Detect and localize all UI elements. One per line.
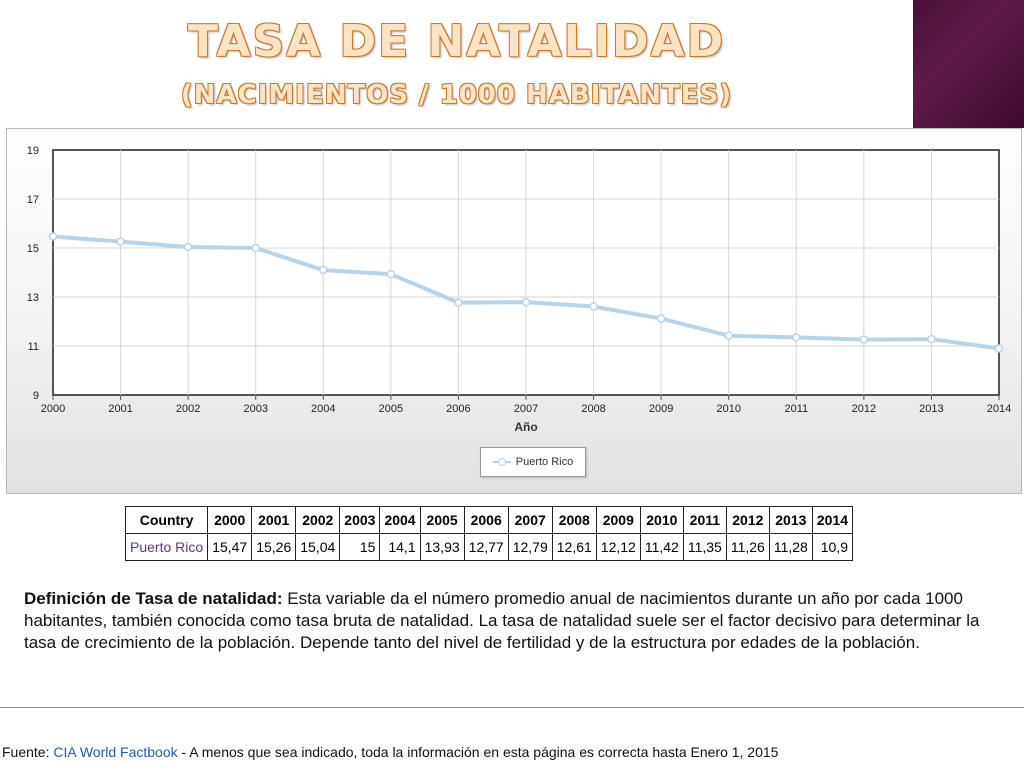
country-link[interactable]: Puerto Rico bbox=[124, 533, 209, 561]
column-header-year: 2004 bbox=[379, 506, 421, 534]
data-point[interactable] bbox=[251, 243, 260, 253]
y-axis-ticks: 9 11 13 15 17 19 bbox=[27, 145, 39, 402]
x-tick-label: 2008 bbox=[581, 403, 605, 415]
table-row: Puerto Rico 15,47 15,26 15,04 15 14,1 13,93 12… bbox=[124, 533, 854, 561]
column-header-year: 2006 bbox=[463, 506, 509, 534]
definition-term: Definición de Tasa de natalidad: bbox=[24, 589, 283, 608]
legend-line-marker-icon bbox=[492, 457, 511, 467]
data-point[interactable] bbox=[386, 269, 396, 279]
grid bbox=[52, 149, 1000, 396]
data-point[interactable] bbox=[319, 265, 328, 275]
table-cell-value: 11,42 bbox=[639, 533, 684, 561]
x-tick-label: 2006 bbox=[446, 403, 470, 415]
y-tick-label: 9 bbox=[33, 390, 39, 402]
column-header-year: 2001 bbox=[251, 506, 297, 534]
column-header-year: 2002 bbox=[295, 506, 341, 534]
column-header-year: 2000 bbox=[207, 506, 253, 534]
data-point[interactable] bbox=[48, 232, 58, 241]
table-cell-value: 12,61 bbox=[551, 533, 597, 561]
data-point[interactable] bbox=[927, 334, 936, 344]
data-point[interactable] bbox=[521, 297, 531, 307]
x-tick-label: 2011 bbox=[784, 403, 808, 415]
y-tick-label: 17 bbox=[27, 194, 39, 206]
data-table: Country 2000 2001 2002 2003 2004 2005 2006 2007… bbox=[124, 506, 854, 561]
cia-factbook-link[interactable]: CIA World Factbook bbox=[53, 744, 178, 760]
x-tick-label: 2010 bbox=[716, 403, 740, 415]
x-tick-label: 2014 bbox=[987, 403, 1011, 415]
column-header-year: 2014 bbox=[811, 506, 854, 534]
table-cell-value: 15,47 bbox=[207, 533, 253, 561]
y-tick-label: 13 bbox=[27, 292, 39, 304]
x-axis-title: Año bbox=[514, 420, 537, 434]
footer-suffix: - A menos que sea indicado, toda la info… bbox=[177, 744, 779, 760]
line-chart: 9 11 13 15 17 19 2000 2001 2002 2003 2004 2005 2006… bbox=[27, 145, 1011, 434]
x-tick-label: 2007 bbox=[514, 403, 538, 415]
y-tick-label: 19 bbox=[27, 145, 39, 157]
x-axis-ticks: 2000 2001 2002 2003 2004 2005 2006 2007 2008 2009… bbox=[41, 395, 1011, 415]
table-cell-value: 12,77 bbox=[463, 533, 509, 561]
x-tick-label: 2012 bbox=[852, 403, 876, 415]
footer-prefix: Fuente: bbox=[2, 744, 54, 760]
x-tick-label: 2000 bbox=[41, 403, 65, 415]
x-tick-label: 2002 bbox=[176, 403, 200, 415]
y-tick-label: 15 bbox=[27, 243, 39, 255]
divider bbox=[0, 707, 1024, 708]
table-header-row: Country 2000 2001 2002 2003 2004 2005 2006 2007… bbox=[124, 506, 854, 534]
table-cell-value: 13,93 bbox=[419, 533, 465, 561]
x-tick-label: 2004 bbox=[311, 403, 335, 415]
column-header-year: 2013 bbox=[768, 506, 813, 534]
column-header-year: 2008 bbox=[551, 506, 597, 534]
data-point[interactable] bbox=[183, 242, 193, 252]
table-cell-value: 11,26 bbox=[725, 533, 770, 561]
column-header-year: 2003 bbox=[339, 506, 381, 534]
series-layer bbox=[48, 232, 1004, 353]
table-cell-value: 10,9 bbox=[811, 533, 854, 561]
data-point[interactable] bbox=[589, 302, 598, 311]
line-chart-panel: 9 11 13 15 17 19 2000 2001 2002 2003 2004 2005 2006… bbox=[6, 128, 1022, 494]
data-point[interactable] bbox=[724, 331, 733, 340]
column-header-year: 2007 bbox=[507, 506, 553, 534]
footer-source: Fuente: CIA World Factbook - A menos que… bbox=[2, 744, 778, 760]
page-title: Tasa de natalidad bbox=[187, 16, 726, 67]
x-tick-label: 2001 bbox=[108, 403, 132, 415]
definition-text: Esta variable da el número promedio anua… bbox=[24, 589, 980, 652]
x-tick-label: 2003 bbox=[243, 403, 267, 415]
data-point[interactable] bbox=[859, 335, 869, 344]
column-header-year: 2005 bbox=[419, 506, 465, 534]
data-point[interactable] bbox=[792, 333, 801, 342]
column-header-year: 2011 bbox=[682, 506, 727, 534]
column-header-year: 2009 bbox=[595, 506, 641, 534]
table-cell-value: 14,1 bbox=[379, 533, 421, 561]
x-tick-label: 2013 bbox=[919, 403, 943, 415]
data-point[interactable] bbox=[656, 314, 666, 323]
data-point[interactable] bbox=[116, 237, 125, 246]
column-header-year: 2010 bbox=[639, 506, 684, 534]
column-header-country: Country bbox=[124, 506, 209, 534]
y-tick-label: 11 bbox=[28, 341, 39, 353]
table-cell-value: 12,12 bbox=[595, 533, 641, 561]
table-cell-value: 12,79 bbox=[507, 533, 553, 561]
data-point[interactable] bbox=[454, 298, 463, 307]
table-cell-value: 15,26 bbox=[251, 533, 297, 561]
definition-paragraph: Definición de Tasa de natalidad: Esta va… bbox=[24, 588, 1014, 654]
table-cell-value: 15,04 bbox=[295, 533, 341, 561]
x-tick-label: 2005 bbox=[379, 403, 403, 415]
column-header-year: 2012 bbox=[725, 506, 770, 534]
table-cell-value: 11,35 bbox=[682, 533, 727, 561]
data-point[interactable] bbox=[994, 344, 1004, 353]
legend-label: Puerto Rico bbox=[515, 456, 574, 468]
x-tick-label: 2009 bbox=[649, 403, 673, 415]
corner-decoration bbox=[913, 0, 1024, 128]
table-cell-value: 11,28 bbox=[768, 533, 813, 561]
legend-item-puerto-rico[interactable]: Puerto Rico bbox=[480, 447, 586, 477]
table-cell-value: 15 bbox=[339, 533, 381, 561]
page-subtitle: (nacimientos / 1000 habitantes) bbox=[180, 80, 733, 110]
